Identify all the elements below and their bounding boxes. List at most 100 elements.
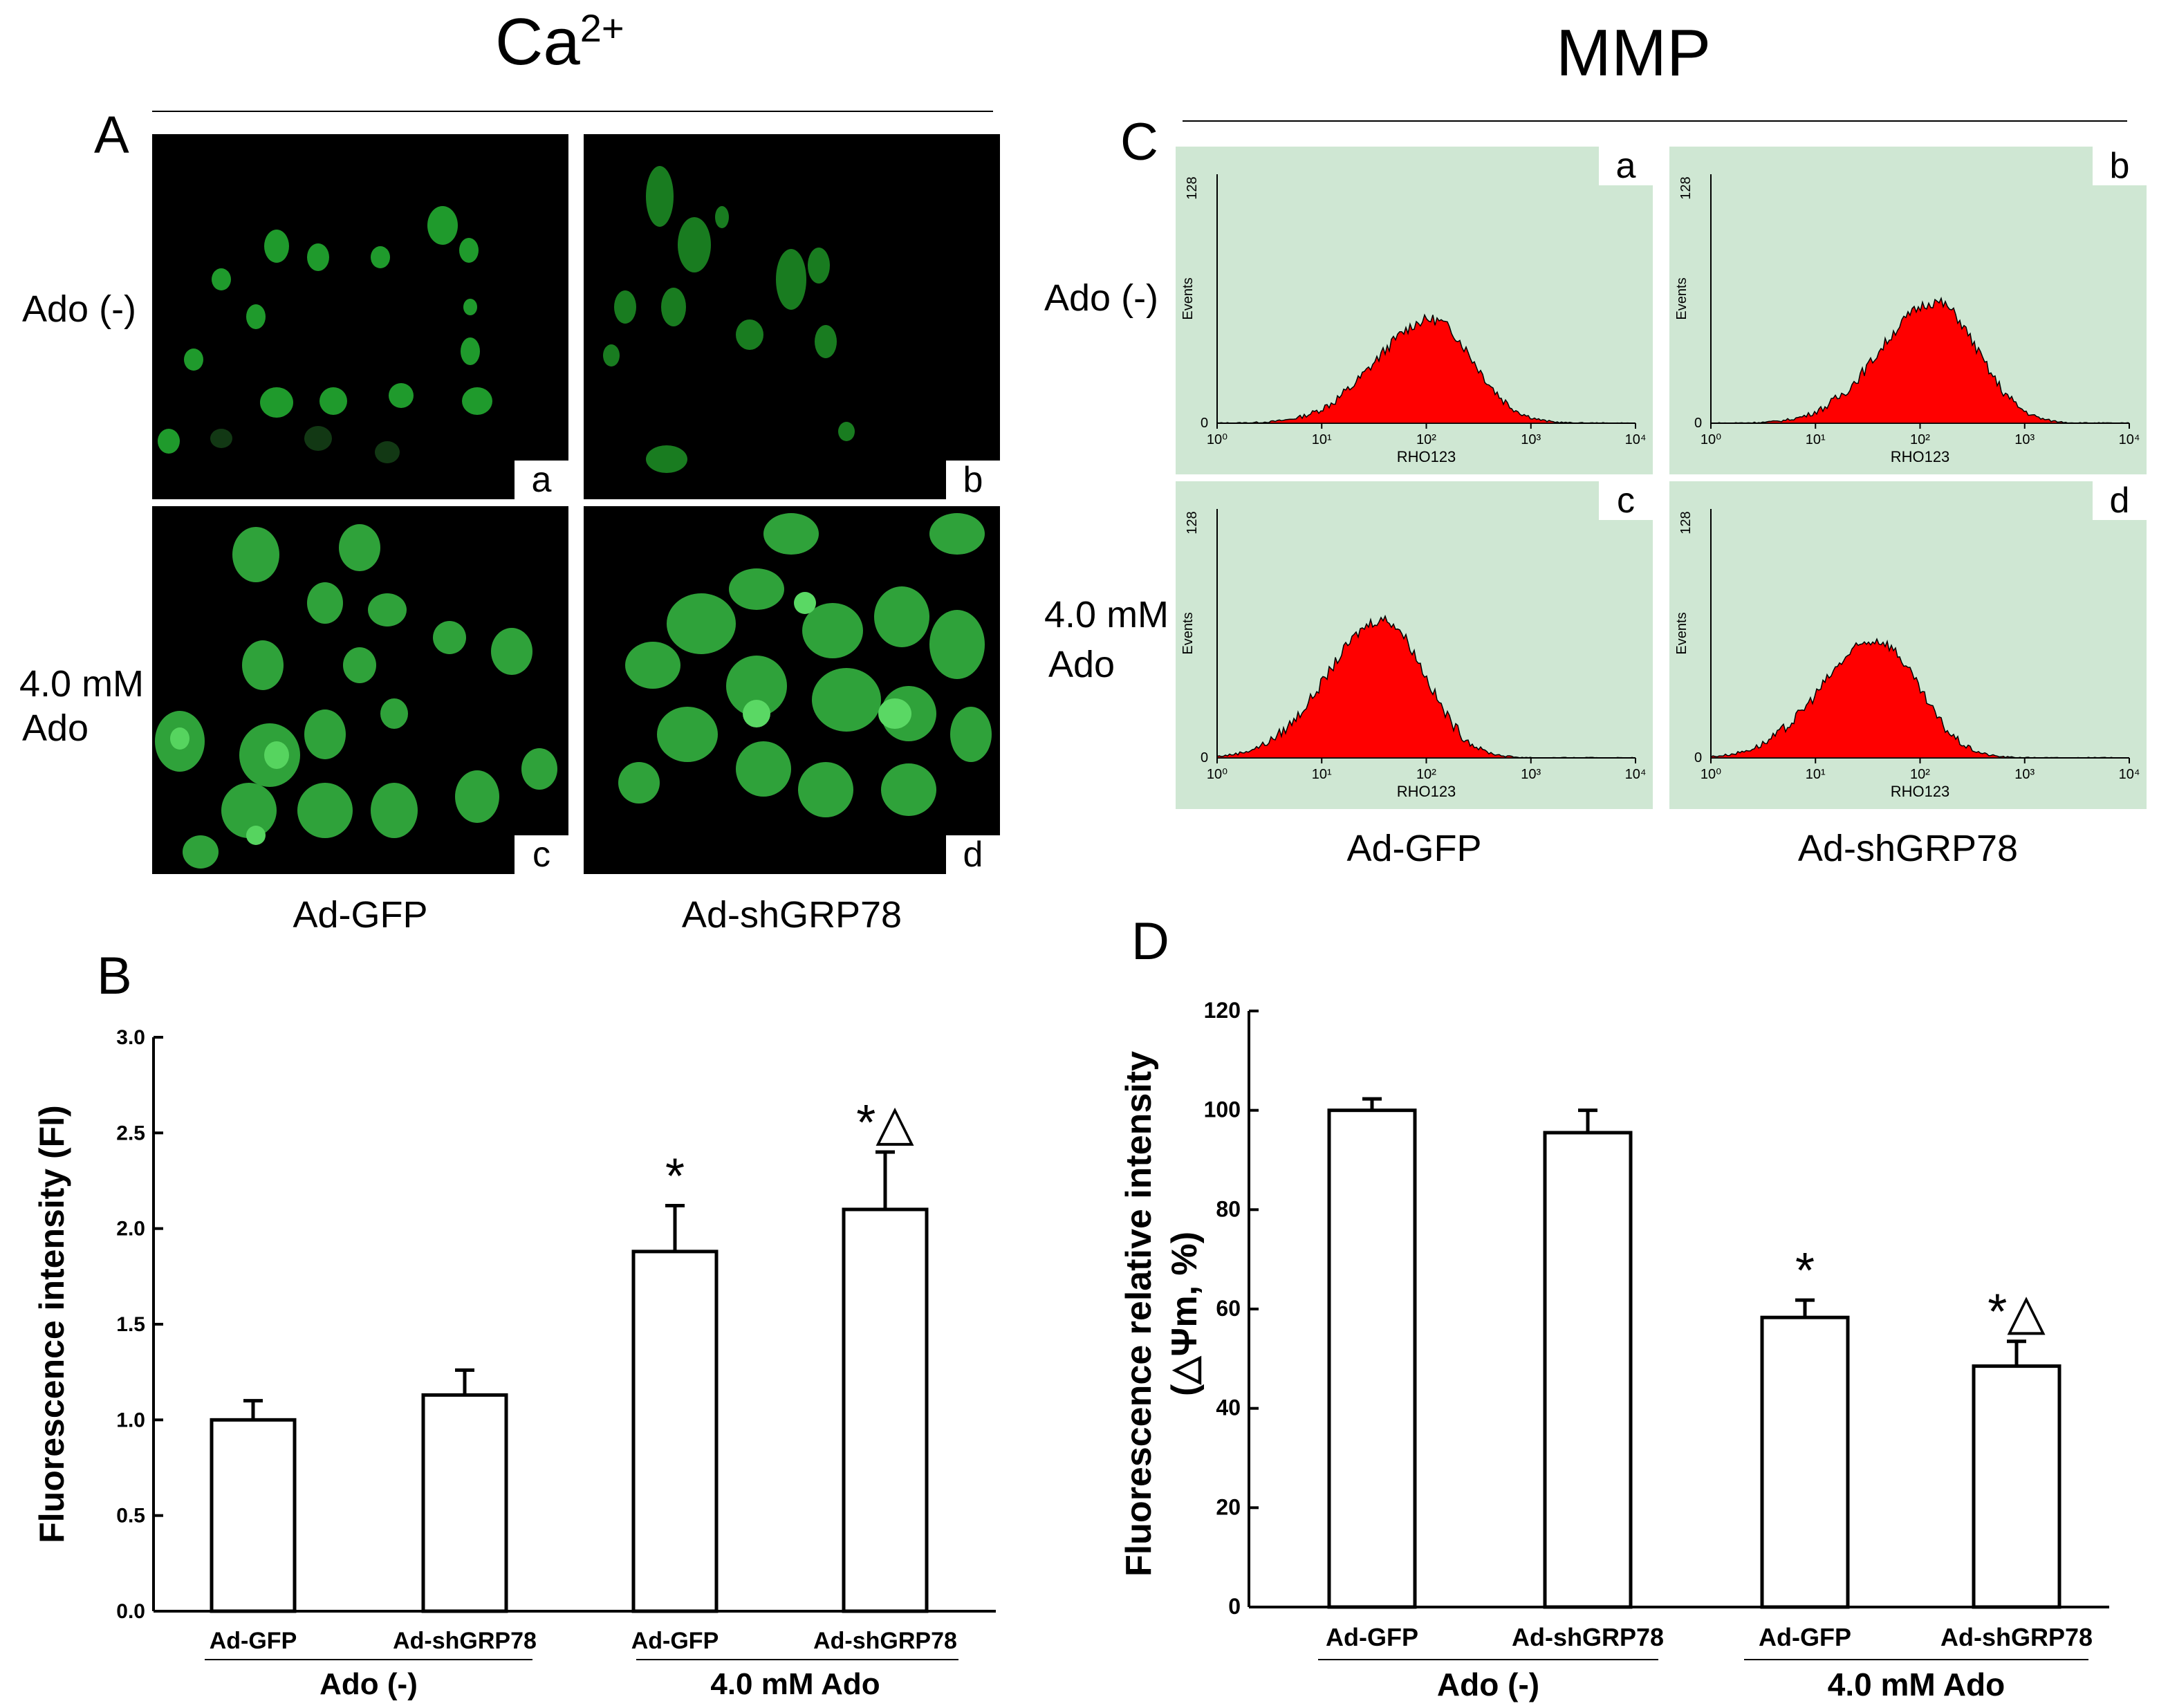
significance-annotation: *△	[856, 1095, 914, 1151]
group-label: 4.0 mM Ado	[710, 1667, 880, 1701]
flow-plot-b: 128 0 Events 10⁰ 10¹ 10² 10³ 10⁴ RHO123	[1674, 174, 2140, 465]
y-tick-label: 1.5	[116, 1313, 145, 1336]
y-tick-label: 0	[1228, 1594, 1241, 1619]
flow-tag-c: c	[1599, 481, 1653, 520]
flow-histogram-a: 128 0 Events 10⁰ 10¹ 10² 10³ 10⁴ RHO123 a	[1176, 147, 1653, 474]
flow-x-tick-label: 10³	[1521, 432, 1541, 447]
flow-y-label: Events	[1180, 277, 1196, 319]
flow-y-label: Events	[1674, 277, 1689, 319]
category-label: Ad-shGRP78	[813, 1628, 957, 1654]
y-tick-label: 2.5	[116, 1122, 145, 1144]
flow-histogram-b: 128 0 Events 10⁰ 10¹ 10² 10³ 10⁴ RHO123 b	[1669, 147, 2147, 474]
flow-histogram-c: 128 0 Events 10⁰ 10¹ 10² 10³ 10⁴ RHO123 c	[1176, 481, 1653, 809]
flow-x-label: RHO123	[1891, 783, 1950, 800]
y-tick-label: 60	[1216, 1296, 1241, 1321]
y-tick-label: 40	[1216, 1395, 1241, 1420]
flow-y-zero-label: 0	[1694, 750, 1702, 765]
y-tick-label: 80	[1216, 1196, 1241, 1221]
flow-histogram-fill	[1710, 638, 2129, 759]
panel-c-col-label-gfp: Ad-GFP	[1346, 828, 1482, 869]
calcium-title: Ca2+	[495, 4, 624, 80]
category-label: Ad-shGRP78	[1940, 1623, 2093, 1651]
micrograph-tag-a: a	[515, 461, 568, 499]
flow-plot-a: 128 0 Events 10⁰ 10¹ 10² 10³ 10⁴ RHO123	[1180, 174, 1647, 465]
y-tick-label: 2.0	[116, 1218, 145, 1241]
panel-a-row-label-ado-minus: Ado (-)	[22, 288, 137, 330]
category-label: Ad-GFP	[1326, 1623, 1418, 1651]
group-label: 4.0 mM Ado	[1828, 1667, 2005, 1702]
category-label: Ad-shGRP78	[1512, 1623, 1664, 1651]
flow-plot-c: 128 0 Events 10⁰ 10¹ 10² 10³ 10⁴ RHO123	[1180, 509, 1647, 800]
panel-c-row-label-ado-plus-line1: 4.0 mM	[1044, 594, 1169, 635]
flow-x-tick-label: 10⁰	[1701, 432, 1721, 447]
panel-letter-d: D	[1131, 912, 1169, 971]
calcium-title-superscript: 2+	[580, 6, 624, 50]
flow-x-tick-label: 10⁴	[1625, 432, 1647, 447]
flow-tag-b: b	[2093, 147, 2147, 185]
flow-x-tick-label: 10³	[2014, 432, 2035, 447]
flow-y-top-label: 128	[1185, 511, 1200, 534]
mmp-title-rule	[1183, 120, 2127, 122]
y-axis-label: Fluorescence intensity (FI)	[33, 1105, 71, 1543]
flow-tag-a: a	[1599, 147, 1653, 185]
bar	[1760, 1315, 1850, 1609]
flow-x-label: RHO123	[1397, 448, 1456, 465]
group-label: Ado (-)	[319, 1667, 418, 1701]
category-label: Ad-GFP	[631, 1628, 719, 1654]
panel-a-col-label-shgrp78: Ad-shGRP78	[681, 894, 902, 936]
flow-histogram-d: 128 0 Events 10⁰ 10¹ 10² 10³ 10⁴ RHO123 d	[1669, 481, 2147, 809]
flow-x-tick-label: 10⁰	[1701, 767, 1721, 782]
flow-y-zero-label: 0	[1201, 416, 1208, 431]
bar	[1327, 1108, 1417, 1609]
significance-annotation: *	[1795, 1243, 1815, 1299]
flow-x-tick-label: 10²	[1910, 432, 1930, 447]
flow-x-tick-label: 10⁴	[2119, 767, 2140, 782]
calcium-title-text: Ca	[495, 5, 580, 79]
flow-y-top-label: 128	[1678, 511, 1694, 534]
y-tick-label: 0.0	[116, 1600, 145, 1623]
micrograph-b: b	[584, 134, 1000, 499]
flow-x-tick-label: 10¹	[1312, 432, 1332, 447]
panel-c-col-label-shgrp78: Ad-shGRP78	[1797, 828, 2019, 869]
micrograph-a: a	[152, 134, 568, 499]
micrograph-c: c	[152, 506, 568, 874]
category-label: Ad-GFP	[1759, 1623, 1851, 1651]
flow-x-label: RHO123	[1891, 448, 1950, 465]
flow-x-tick-label: 10²	[1910, 767, 1930, 782]
flow-x-tick-label: 10⁴	[1625, 767, 1647, 782]
group-label: Ado (-)	[1437, 1667, 1539, 1702]
panel-a-col-label-gfp: Ad-GFP	[293, 894, 428, 936]
bar	[1972, 1364, 2061, 1609]
flow-histogram-fill	[1216, 313, 1636, 424]
y-tick-label: 3.0	[116, 1026, 145, 1049]
flow-y-label: Events	[1180, 612, 1196, 654]
flow-y-zero-label: 0	[1201, 750, 1208, 765]
flow-x-label: RHO123	[1397, 783, 1456, 800]
micrograph-tag-d: d	[946, 835, 1000, 874]
significance-annotation: *△	[1987, 1285, 2046, 1340]
flow-x-tick-label: 10³	[2014, 767, 2035, 782]
category-label: Ad-shGRP78	[393, 1628, 537, 1654]
panel-c-row-label-ado-minus: Ado (-)	[1044, 277, 1159, 319]
y-tick-label: 20	[1216, 1494, 1241, 1519]
panel-letter-b: B	[97, 947, 132, 1005]
panel-a-row-label-ado-plus-line2: Ado	[22, 707, 89, 749]
bar-chart-d: 0 20 40 60 80 100 120 Ad-GFP Ad-shGRP78 Ad-GFP * Ad…	[1119, 998, 2109, 1702]
panel-c-row-label-ado-plus-line2: Ado	[1048, 644, 1115, 685]
bar	[421, 1393, 508, 1613]
y-tick-label: 120	[1204, 998, 1241, 1023]
micrograph-tag-c: c	[515, 835, 568, 874]
mmp-title: MMP	[1556, 16, 1711, 90]
y-tick-label: 0.5	[116, 1505, 145, 1528]
flow-y-top-label: 128	[1678, 176, 1694, 199]
micrograph-d: d	[584, 506, 1000, 874]
flow-x-tick-label: 10²	[1416, 767, 1436, 782]
bar	[210, 1418, 297, 1613]
flow-histogram-fill	[1710, 296, 2130, 424]
significance-annotation: *	[665, 1149, 685, 1204]
flow-y-top-label: 128	[1185, 176, 1200, 199]
flow-x-tick-label: 10⁰	[1207, 432, 1227, 447]
flow-plot-d: 128 0 Events 10⁰ 10¹ 10² 10³ 10⁴ RHO123	[1674, 509, 2140, 800]
y-tick-label: 1.0	[116, 1409, 145, 1431]
flow-histogram-fill	[1216, 614, 1636, 759]
